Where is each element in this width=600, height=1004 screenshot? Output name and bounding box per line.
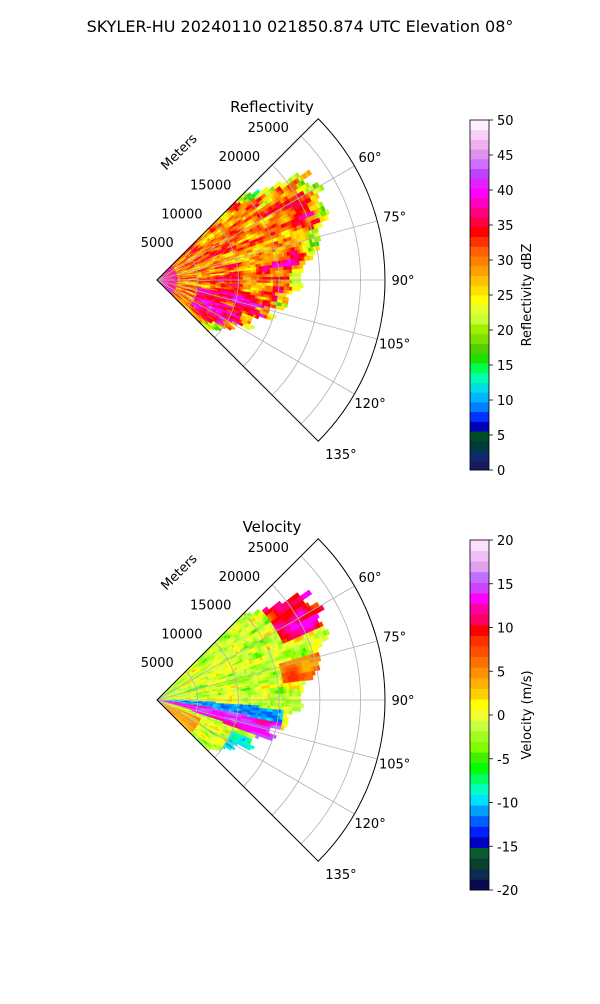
radar-cell [298,280,302,284]
colorbar-segment [470,363,489,373]
colorbar-segment [470,169,489,179]
radar-cell [302,261,306,266]
colorbar-segment [470,314,489,324]
colorbar-label: Reflectivity dBZ [520,244,535,347]
velocity-panel: Velocity60°75°90°105°120°135°50001000015… [141,518,535,899]
reflectivity-panel: Reflectivity60°75°90°105°120°135°5000100… [141,98,535,479]
range-tick-label: 5000 [141,236,174,251]
radar-cell [300,689,304,693]
colorbar-segment [470,159,489,169]
colorbar-segment [470,460,489,470]
radar-cell [310,675,314,680]
angle-tick-label: 135° [325,448,356,463]
range-tick-label: 25000 [248,121,289,136]
panel-title: Velocity [243,518,302,536]
range-tick-label: 15000 [190,179,231,194]
colorbar-segment [470,120,489,130]
radar-cell [312,671,316,676]
colorbar-segment [470,256,489,266]
colorbar-tick-label: 0 [497,464,505,479]
colorbar-segment [470,373,489,383]
range-axis-label: Meters [159,131,201,173]
colorbar-segment [470,217,489,227]
colorbar-segment [470,353,489,363]
colorbar-tick-label: 50 [497,114,514,129]
colorbar-segment [470,431,489,441]
colorbar-segment [470,246,489,256]
colorbar-tick-label: 30 [497,254,514,269]
colorbar-segment [470,392,489,402]
colorbar-segment [470,383,489,393]
colorbar-segment [470,227,489,237]
radar-cell [300,284,304,288]
radar-cell [289,290,293,294]
colorbar-segment [470,295,489,305]
colorbar-segment [470,178,489,188]
colorbar-segment [470,421,489,431]
colorbar-tick-label: 15 [497,359,514,374]
radar-cell [297,707,301,711]
colorbar-segment [470,188,489,198]
colorbar-segment [470,451,489,461]
angle-tick-label: 105° [379,338,410,353]
radar-cell [300,269,304,273]
colorbar-tick-label: 45 [497,149,514,164]
colorbar-segment [470,130,489,140]
radar-cell [300,704,304,708]
colorbar-segment [470,266,489,276]
colorbar-tick-label: 5 [497,429,505,444]
colorbar: 0 5 10 15 20 25 30 35 40 45 50 Reflectivity dBZ [470,114,535,479]
colorbar-segment [470,402,489,412]
range-tick-label: 20000 [219,150,260,165]
colorbar-segment [470,344,489,354]
radar-cell [302,681,306,686]
radar-cell [297,287,301,291]
colorbar-segment [470,139,489,149]
angle-tick-label: 60° [359,151,382,166]
colorbar-segment [470,305,489,315]
radar-cell [298,273,302,277]
colorbar-segment [470,285,489,295]
radar-cell [298,700,302,704]
radar-cell [298,693,302,697]
angle-tick-label: 75° [383,210,406,225]
colorbar-segment [470,208,489,218]
panel-title: Reflectivity [230,98,314,116]
figure-title: SKYLER-HU 20240110 021850.874 UTC Elevat… [87,17,514,36]
colorbar-segment [470,441,489,451]
colorbar-tick-label: 20 [497,324,514,339]
radar-cell [300,685,304,689]
radar-cell [310,255,314,260]
colorbar-tick-label: 35 [497,219,514,234]
range-tick-label: 10000 [161,207,202,222]
colorbar-segment [470,412,489,422]
colorbar-segment [470,324,489,334]
colorbar-segment [470,237,489,247]
radar-cell [312,251,316,256]
colorbar-segment [470,276,489,286]
angle-tick-label: 120° [354,397,385,412]
colorbar-segment [470,149,489,159]
colorbar-tick-label: 25 [497,289,514,304]
colorbar-tick-label: 10 [497,394,514,409]
colorbar-segment [470,198,489,208]
colorbar-segment [470,334,489,344]
colorbar-tick-label: 40 [497,184,514,199]
angle-tick-label: 90° [391,274,414,289]
radar-cell [300,265,304,269]
